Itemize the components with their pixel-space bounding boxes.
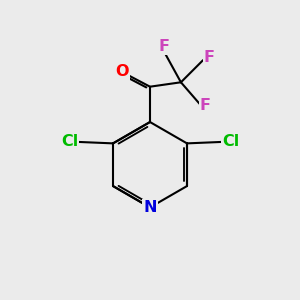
Text: F: F	[200, 98, 211, 113]
Text: Cl: Cl	[222, 134, 239, 149]
Text: F: F	[159, 39, 170, 54]
Text: Cl: Cl	[61, 134, 78, 149]
Text: O: O	[115, 64, 129, 80]
Text: F: F	[204, 50, 215, 65]
Text: N: N	[143, 200, 157, 215]
